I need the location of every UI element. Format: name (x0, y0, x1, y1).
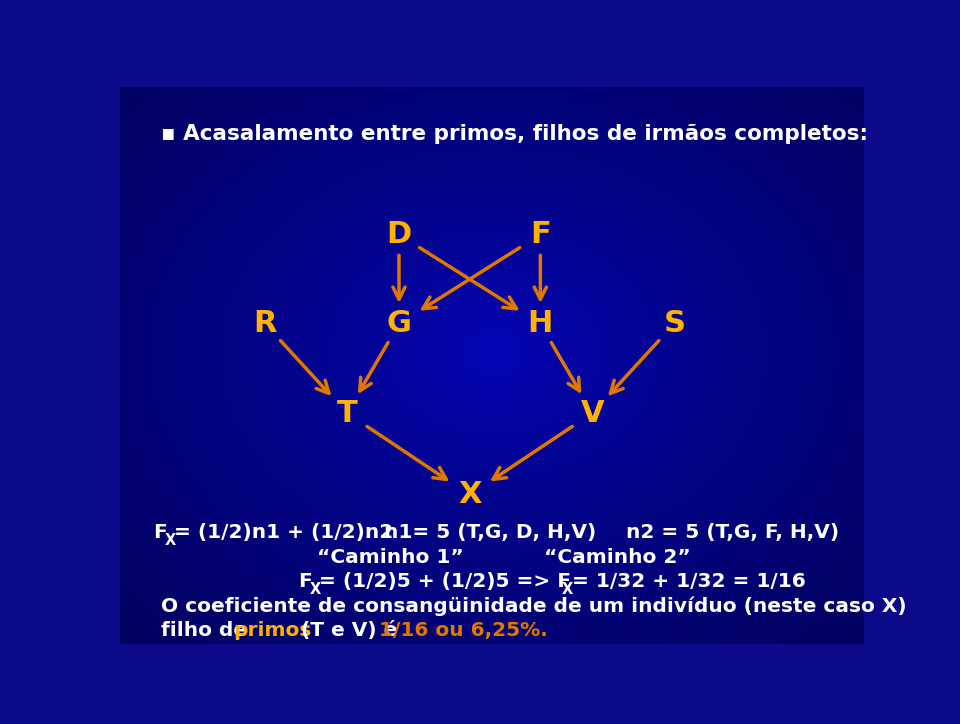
Text: V: V (581, 398, 604, 427)
Text: G: G (387, 309, 412, 338)
Text: F: F (530, 220, 551, 249)
Text: ▪ Acasalamento entre primos, filhos de irmãos completos:: ▪ Acasalamento entre primos, filhos de i… (161, 125, 868, 144)
Text: F: F (299, 573, 312, 592)
Text: X: X (562, 581, 573, 597)
Text: n1= 5 (T,G, D, H,V): n1= 5 (T,G, D, H,V) (384, 523, 596, 542)
Text: = 1/32 + 1/32 = 1/16: = 1/32 + 1/32 = 1/16 (571, 573, 805, 592)
Text: X: X (310, 581, 321, 597)
Text: “Caminho 1”: “Caminho 1” (317, 549, 464, 568)
Text: T: T (337, 398, 357, 427)
Text: primos: primos (233, 621, 311, 640)
Text: F: F (154, 523, 167, 542)
Text: S: S (663, 309, 685, 338)
Text: R: R (253, 309, 276, 338)
Text: 1/16 ou 6,25%.: 1/16 ou 6,25%. (379, 621, 548, 640)
Text: “Caminho 2”: “Caminho 2” (544, 549, 691, 568)
Text: = (1/2)n1 + (1/2)n2: = (1/2)n1 + (1/2)n2 (174, 523, 393, 542)
Text: = (1/2)5 + (1/2)5 => F: = (1/2)5 + (1/2)5 => F (319, 573, 570, 592)
Text: H: H (528, 309, 553, 338)
Text: X: X (458, 481, 481, 510)
Text: O coeficiente de consangüinidade de um indivíduo (neste caso X): O coeficiente de consangüinidade de um i… (161, 597, 906, 616)
Text: X: X (165, 533, 176, 547)
Text: D: D (386, 220, 412, 249)
Text: filho de: filho de (161, 621, 254, 640)
Text: n2 = 5 (T,G, F, H,V): n2 = 5 (T,G, F, H,V) (626, 523, 839, 542)
Text: (T e V) é: (T e V) é (294, 621, 404, 640)
